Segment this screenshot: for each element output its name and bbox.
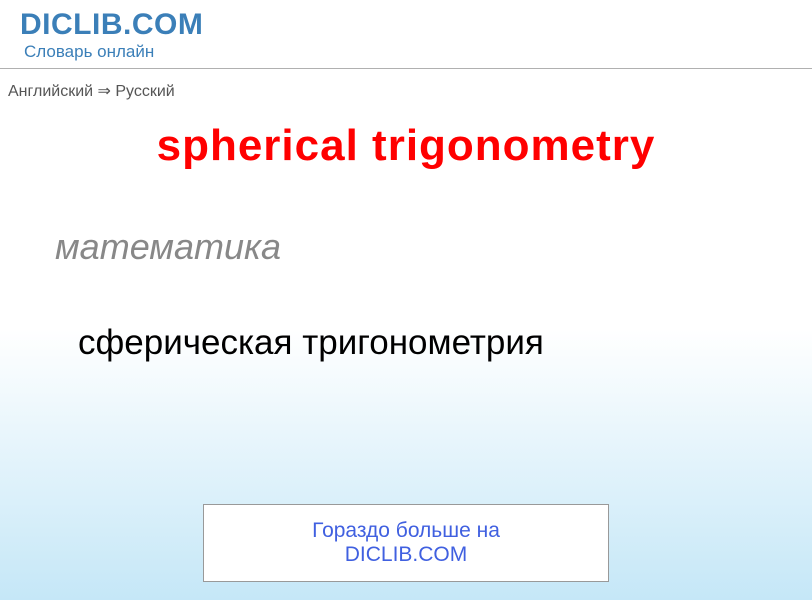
site-logo[interactable]: DICLIB.COM — [20, 8, 812, 42]
header: DICLIB.COM Словарь онлайн — [0, 0, 812, 62]
entry-term: spherical trigonometry — [0, 121, 812, 171]
translation-text: сферическая тригонометрия — [78, 323, 812, 363]
more-button[interactable]: Гораздо больше на DICLIB.COM — [203, 504, 609, 582]
breadcrumb[interactable]: Английский ⇒ Русский — [0, 69, 812, 101]
subject-label: математика — [55, 226, 812, 268]
site-tagline: Словарь онлайн — [24, 42, 812, 62]
